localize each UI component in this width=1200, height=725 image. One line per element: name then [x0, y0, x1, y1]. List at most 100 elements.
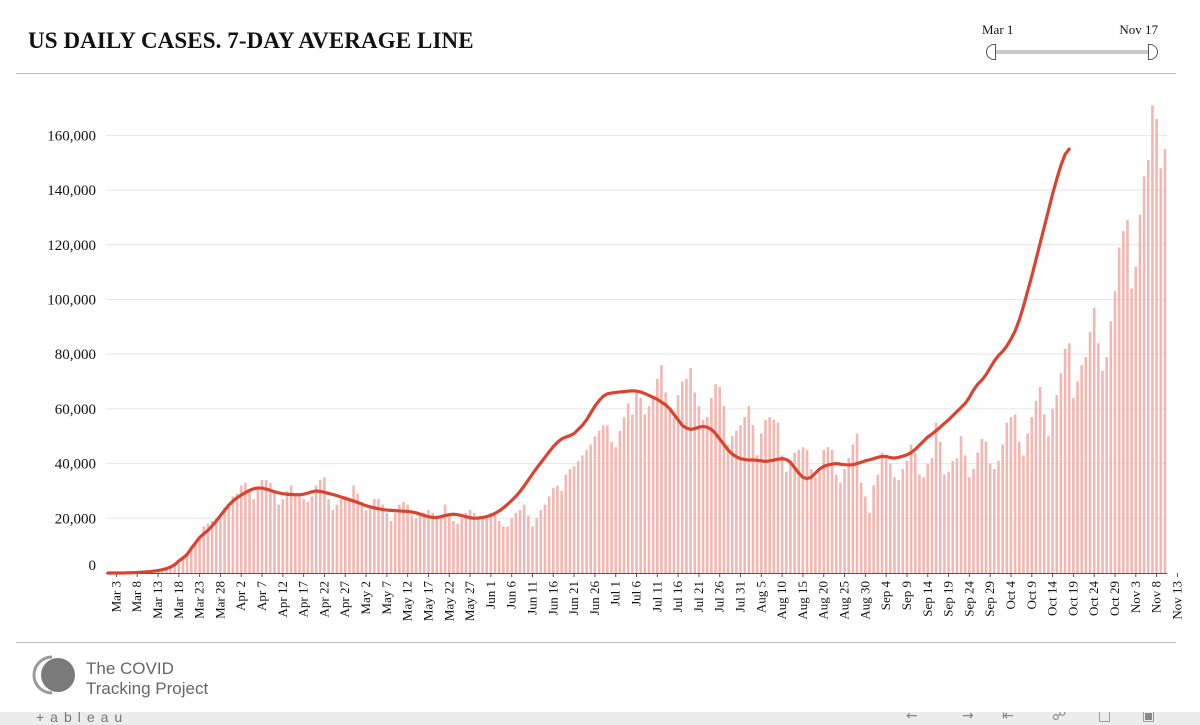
daily-case-bar[interactable]: [1101, 370, 1104, 573]
daily-case-bar[interactable]: [726, 444, 730, 573]
daily-case-bar[interactable]: [1051, 408, 1054, 573]
daily-case-bar[interactable]: [318, 480, 322, 573]
daily-case-bar[interactable]: [918, 474, 921, 573]
daily-case-bar[interactable]: [510, 518, 513, 573]
daily-case-bar[interactable]: [656, 378, 659, 573]
daily-case-bar[interactable]: [1117, 247, 1121, 574]
daily-case-bar[interactable]: [797, 449, 801, 573]
daily-case-bar[interactable]: [410, 515, 414, 573]
daily-case-bar[interactable]: [743, 417, 746, 573]
daily-case-bar[interactable]: [560, 490, 563, 573]
daily-case-bar[interactable]: [223, 507, 226, 573]
daily-case-bar[interactable]: [697, 406, 701, 573]
daily-case-bar[interactable]: [210, 521, 214, 573]
daily-case-bar[interactable]: [718, 387, 722, 573]
daily-case-bar[interactable]: [1063, 348, 1067, 573]
daily-case-bar[interactable]: [606, 425, 609, 573]
daily-case-bar[interactable]: [693, 392, 697, 573]
daily-case-bar[interactable]: [826, 447, 830, 573]
daily-case-bar[interactable]: [1080, 365, 1083, 573]
daily-case-bar[interactable]: [568, 469, 572, 573]
daily-case-bar[interactable]: [834, 474, 838, 573]
daily-case-bar[interactable]: [389, 521, 393, 573]
daily-case-bar[interactable]: [518, 510, 522, 573]
daily-case-bar[interactable]: [460, 518, 464, 573]
daily-case-bar[interactable]: [414, 518, 418, 573]
daily-case-bar[interactable]: [427, 510, 430, 573]
daily-case-bar[interactable]: [755, 455, 759, 573]
daily-case-bar[interactable]: [1084, 356, 1088, 573]
daily-case-bar[interactable]: [572, 466, 576, 573]
daily-case-bar[interactable]: [447, 512, 451, 573]
daily-case-bar[interactable]: [585, 449, 588, 573]
daily-case-bar[interactable]: [1026, 433, 1029, 574]
daily-case-bar[interactable]: [327, 499, 330, 573]
daily-case-bar[interactable]: [668, 408, 672, 573]
daily-case-bar[interactable]: [776, 422, 780, 573]
daily-case-bar[interactable]: [281, 499, 285, 573]
daily-case-bar[interactable]: [855, 433, 859, 574]
daily-case-bar[interactable]: [1163, 149, 1167, 573]
daily-case-bar[interactable]: [198, 537, 201, 573]
daily-case-bar[interactable]: [169, 566, 172, 573]
daily-case-bar[interactable]: [993, 469, 996, 573]
daily-case-bar[interactable]: [947, 471, 950, 573]
tableau-brand[interactable]: +ableau: [36, 712, 129, 725]
daily-case-bar[interactable]: [1109, 321, 1113, 573]
daily-case-bar[interactable]: [905, 460, 909, 573]
daily-case-bar[interactable]: [913, 452, 917, 573]
daily-case-bar[interactable]: [889, 463, 892, 573]
daily-case-bar[interactable]: [514, 512, 518, 573]
daily-case-bar[interactable]: [760, 433, 763, 574]
daily-case-bar[interactable]: [897, 480, 900, 573]
daily-case-bar[interactable]: [1018, 441, 1021, 573]
daily-case-bar[interactable]: [535, 518, 538, 573]
daily-case-bar[interactable]: [1072, 397, 1075, 573]
daily-case-bar[interactable]: [1005, 422, 1009, 573]
daily-case-bar[interactable]: [747, 406, 751, 573]
daily-case-bar[interactable]: [373, 499, 376, 573]
daily-case-bar[interactable]: [1151, 105, 1154, 573]
daily-case-bar[interactable]: [1142, 176, 1146, 573]
daily-case-bar[interactable]: [1159, 168, 1163, 573]
daily-case-bar[interactable]: [980, 438, 984, 573]
daily-case-bar[interactable]: [273, 490, 276, 573]
daily-case-bar[interactable]: [1092, 307, 1096, 573]
fullscreen-icon[interactable]: ▣: [1142, 712, 1156, 724]
daily-case-bar[interactable]: [1113, 291, 1117, 573]
daily-case-bar[interactable]: [785, 471, 788, 573]
daily-case-bar[interactable]: [626, 403, 630, 573]
daily-case-bar[interactable]: [497, 521, 501, 573]
daily-case-bar[interactable]: [443, 504, 447, 573]
daily-case-bar[interactable]: [735, 430, 738, 573]
daily-case-bar[interactable]: [739, 425, 742, 573]
daily-case-bar[interactable]: [789, 463, 792, 573]
daily-case-bar[interactable]: [868, 512, 871, 573]
daily-case-bar[interactable]: [589, 444, 593, 573]
daily-case-bar[interactable]: [968, 477, 971, 573]
daily-case-bar[interactable]: [622, 417, 626, 573]
daily-case-bar[interactable]: [551, 488, 555, 573]
daily-case-bar[interactable]: [160, 569, 164, 573]
daily-case-bar[interactable]: [165, 568, 168, 573]
daily-case-bar[interactable]: [277, 504, 280, 573]
daily-case-bar[interactable]: [1067, 343, 1071, 573]
daily-case-bar[interactable]: [972, 469, 975, 573]
daily-case-bar[interactable]: [730, 436, 734, 573]
daily-case-bar[interactable]: [1055, 395, 1059, 573]
undo-icon[interactable]: ←: [906, 712, 918, 724]
daily-case-bar[interactable]: [364, 510, 368, 573]
daily-case-bar[interactable]: [294, 493, 297, 573]
daily-case-bar[interactable]: [385, 512, 389, 573]
daily-case-bar[interactable]: [252, 499, 255, 573]
daily-case-bar[interactable]: [477, 518, 480, 573]
daily-case-bar[interactable]: [664, 392, 667, 573]
daily-case-bar[interactable]: [547, 496, 551, 573]
covid-tracking-project-logo[interactable]: The COVID Tracking Project: [32, 653, 232, 705]
daily-case-bar[interactable]: [647, 406, 651, 573]
daily-case-bar[interactable]: [1105, 356, 1108, 573]
daily-case-bar[interactable]: [959, 436, 963, 573]
daily-case-bar[interactable]: [393, 512, 397, 573]
daily-case-bar[interactable]: [285, 490, 289, 573]
daily-case-bar[interactable]: [909, 444, 913, 573]
